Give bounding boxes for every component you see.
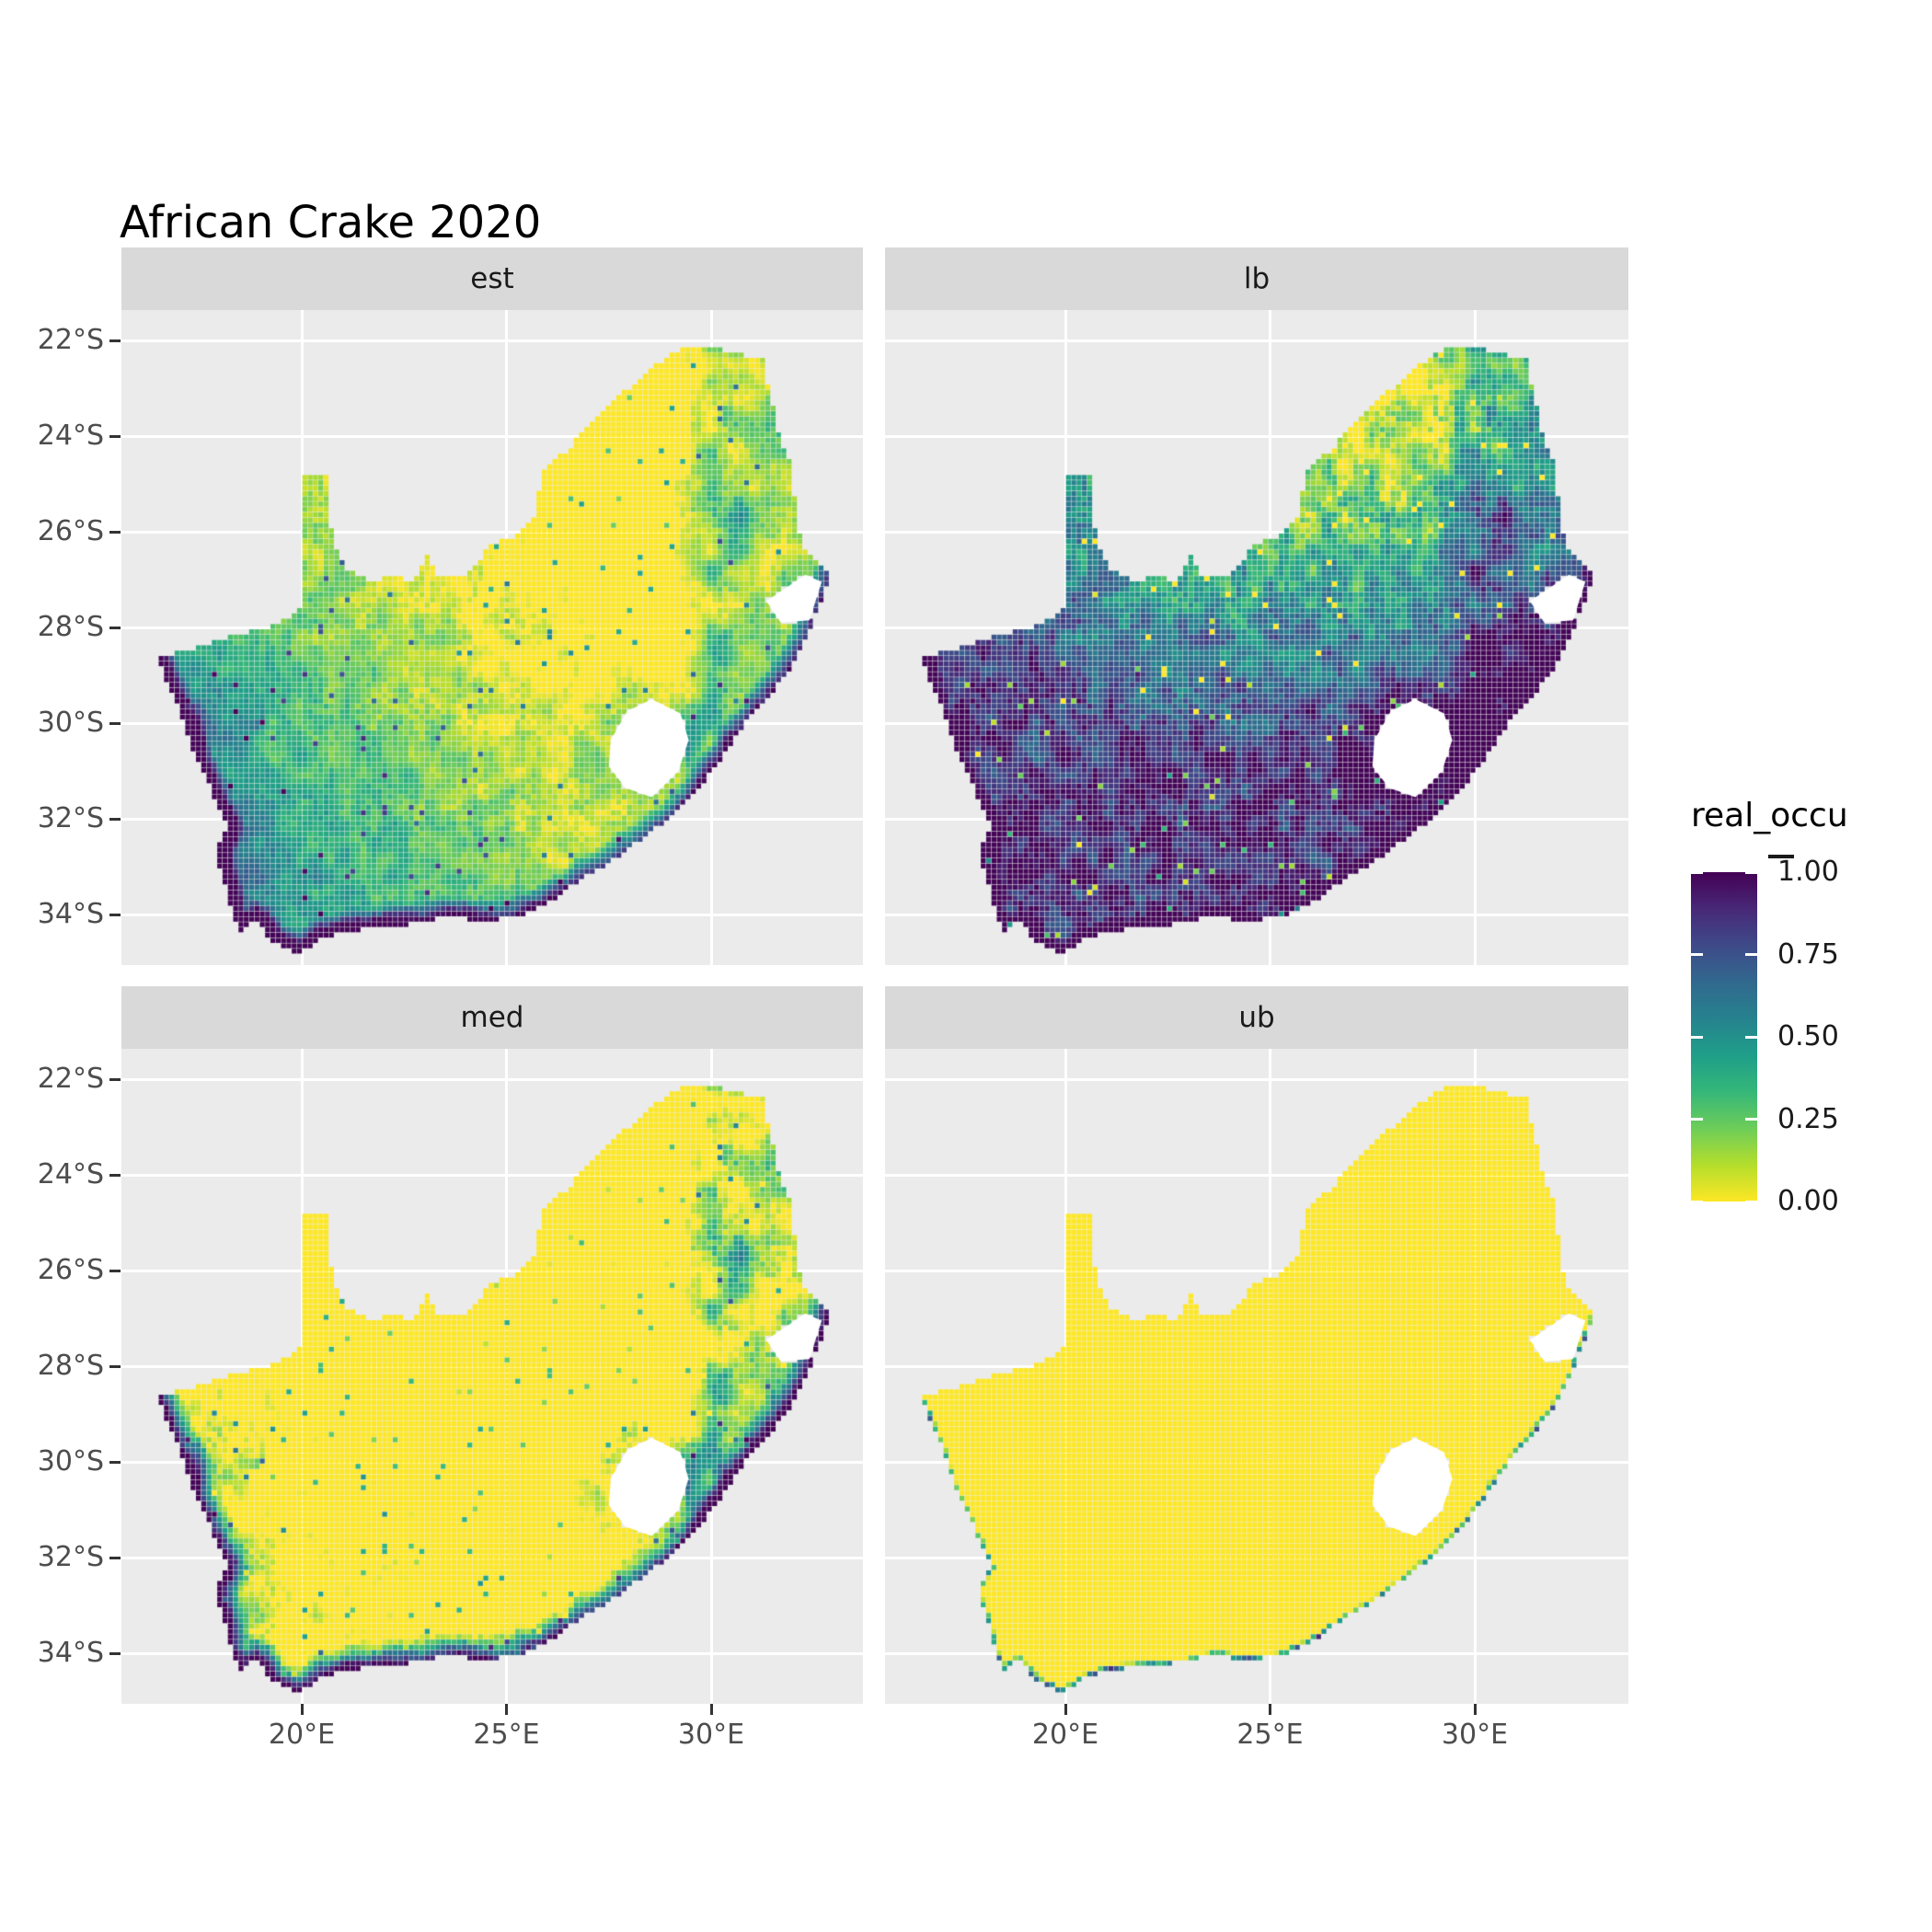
map-canvas-ub — [885, 1049, 1628, 1704]
legend-tick-label: 1.00 — [1777, 856, 1839, 888]
legend-top-tick — [1768, 855, 1794, 858]
x-axis-tick-label: 20°E — [268, 1719, 336, 1751]
y-axis-tick-mark — [109, 626, 121, 629]
y-axis-tick-mark — [109, 1173, 121, 1177]
y-axis-tick-mark — [109, 1651, 121, 1655]
legend-tick-label: 0.75 — [1777, 937, 1839, 971]
legend-tick-label: 0.25 — [1777, 1102, 1839, 1135]
facet-strip-est: est — [121, 247, 863, 310]
legend-tick-dash — [1745, 870, 1757, 874]
y-axis-tick-mark — [109, 530, 121, 534]
x-axis-tick-mark — [1473, 1704, 1477, 1715]
y-axis-tick-label: 26°S — [37, 1254, 104, 1286]
x-axis-tick-mark — [300, 1704, 304, 1715]
legend-tick-dash — [1745, 1118, 1757, 1121]
x-axis-tick-label: 25°E — [473, 1719, 540, 1751]
y-axis-tick-label: 32°S — [37, 802, 104, 834]
x-axis-tick-label: 30°E — [1441, 1719, 1509, 1751]
y-axis-tick-mark — [109, 1556, 121, 1559]
legend-tick-dash — [1745, 1200, 1757, 1203]
map-panel-est — [121, 310, 863, 965]
map-canvas-med — [121, 1049, 863, 1704]
legend-tick-dash — [1691, 870, 1703, 874]
y-axis-tick-label: 24°S — [37, 1158, 104, 1190]
y-axis-tick-label: 34°S — [37, 898, 104, 930]
y-axis-tick-label: 22°S — [37, 1063, 104, 1095]
map-panel-lb — [885, 310, 1628, 965]
legend-tick-dash — [1691, 1118, 1703, 1121]
facet-strip-label-lb: lb — [1243, 262, 1271, 295]
legend-tick-dash — [1691, 1035, 1703, 1039]
y-axis-tick-label: 28°S — [37, 611, 104, 643]
y-axis-tick-label: 24°S — [37, 420, 104, 452]
x-axis-tick-mark — [1064, 1704, 1067, 1715]
y-axis-tick-mark — [109, 1077, 121, 1081]
map-canvas-lb — [885, 310, 1628, 965]
x-axis-tick-mark — [709, 1704, 713, 1715]
legend-title: real_occu — [1691, 797, 1848, 834]
x-axis-tick-mark — [1269, 1704, 1271, 1715]
x-axis-tick-mark — [505, 1704, 508, 1715]
legend-tick-dash — [1691, 1200, 1703, 1203]
y-axis-tick-label: 26°S — [37, 515, 104, 547]
x-axis-tick-label: 30°E — [677, 1719, 745, 1751]
x-axis-tick-label: 25°E — [1236, 1719, 1304, 1751]
y-axis-tick-label: 30°S — [37, 1445, 104, 1478]
y-axis-tick-mark — [109, 434, 121, 438]
x-axis-tick-label: 20°E — [1031, 1719, 1099, 1751]
y-axis-tick-label: 22°S — [37, 324, 104, 356]
legend-tick-dash — [1691, 953, 1703, 956]
y-axis-tick-label: 32°S — [37, 1541, 104, 1573]
y-axis-tick-mark — [109, 721, 121, 725]
facet-strip-label-est: est — [470, 262, 514, 295]
map-canvas-est — [121, 310, 863, 965]
legend-tick-dash — [1745, 1035, 1757, 1039]
y-axis-tick-mark — [109, 1364, 121, 1368]
legend-tick-label: 0.50 — [1777, 1020, 1839, 1052]
map-panel-med — [121, 1049, 863, 1704]
y-axis-tick-label: 30°S — [37, 707, 104, 739]
map-panel-ub — [885, 1049, 1628, 1704]
y-axis-tick-mark — [109, 1269, 121, 1272]
facet-strip-lb: lb — [885, 247, 1628, 310]
y-axis-tick-label: 34°S — [37, 1637, 104, 1669]
y-axis-tick-mark — [109, 1460, 121, 1464]
legend-tick-dash — [1745, 953, 1757, 956]
plot-title: African Crake 2020 — [120, 197, 542, 248]
facet-strip-med: med — [121, 986, 863, 1049]
y-axis-tick-mark — [109, 913, 121, 916]
y-axis-tick-label: 28°S — [37, 1350, 104, 1382]
y-axis-tick-mark — [109, 817, 121, 821]
facet-strip-ub: ub — [885, 986, 1628, 1049]
facet-strip-label-med: med — [460, 1001, 524, 1034]
legend-tick-label: 0.00 — [1777, 1185, 1839, 1217]
facet-strip-label-ub: ub — [1238, 1001, 1275, 1034]
y-axis-tick-mark — [109, 339, 121, 342]
